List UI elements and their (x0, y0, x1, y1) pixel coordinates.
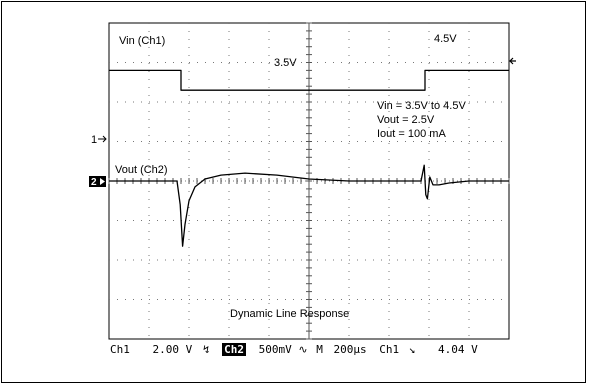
condition-vout: Vout = 2.5V (377, 114, 435, 126)
ch2-scale: 500mV (258, 343, 292, 356)
series-label-vin: Vin (Ch1) (119, 35, 165, 47)
ch1-ground-marker: 1 (91, 134, 107, 146)
plot-grid (108, 22, 510, 340)
svg-text:2: 2 (91, 177, 97, 188)
trigger-slope-icon: ↘ (408, 343, 416, 356)
ch2-label: Ch2 (222, 343, 246, 356)
timebase-label: M (316, 343, 323, 356)
vout-trace (109, 164, 509, 247)
chart-title: Dynamic Line Response (230, 308, 349, 320)
trigger-level: 4.04 V (437, 343, 478, 356)
condition-iout: Iout = 100 mA (377, 128, 446, 140)
status-bar: Ch1 2.00 V ↯ Ch2 500mV ∿ M 200µs Ch1 ↘ 4… (110, 342, 478, 358)
traces (109, 69, 509, 247)
vin-low-label: 3.5V (274, 57, 297, 69)
trigger-level-marker (509, 57, 516, 65)
ch1-coupling-icon: ↯ (202, 343, 210, 356)
condition-vin: Vin = 3.5V to 4.5V (377, 100, 466, 112)
series-label-vout: Vout (Ch2) (115, 164, 168, 176)
svg-text:1: 1 (91, 134, 97, 146)
ch2-ground-marker: 2 (89, 176, 106, 188)
bandwidth-limit-icon: ∿ (298, 343, 308, 356)
vin-trace (109, 69, 509, 91)
ch1-label: Ch1 (110, 343, 130, 356)
timebase-value: 200µs (333, 343, 367, 356)
vin-high-label: 4.5V (434, 33, 457, 45)
trigger-source: Ch1 (379, 343, 400, 356)
ch1-scale: 2.00 V (152, 343, 193, 356)
